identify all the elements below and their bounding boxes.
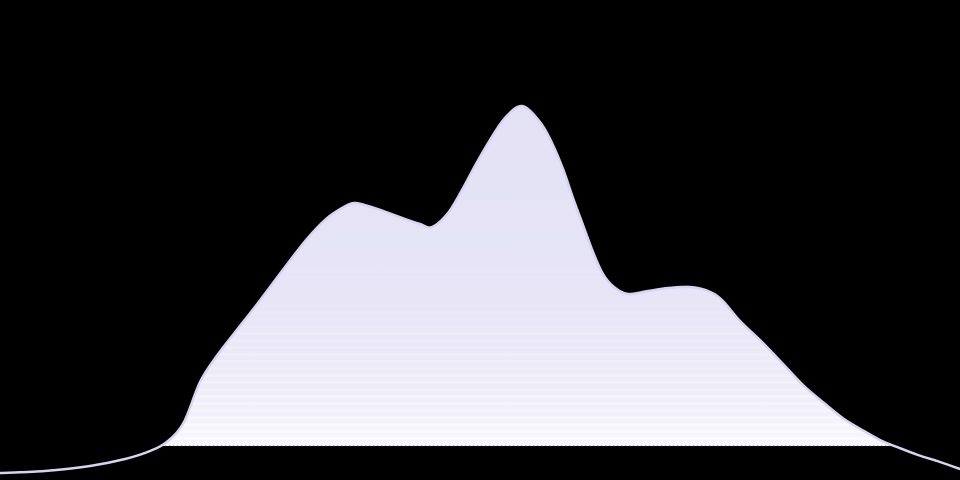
area-fill-group <box>0 105 960 446</box>
density-curve-line <box>0 104 960 475</box>
area-fill-banding <box>0 105 960 446</box>
